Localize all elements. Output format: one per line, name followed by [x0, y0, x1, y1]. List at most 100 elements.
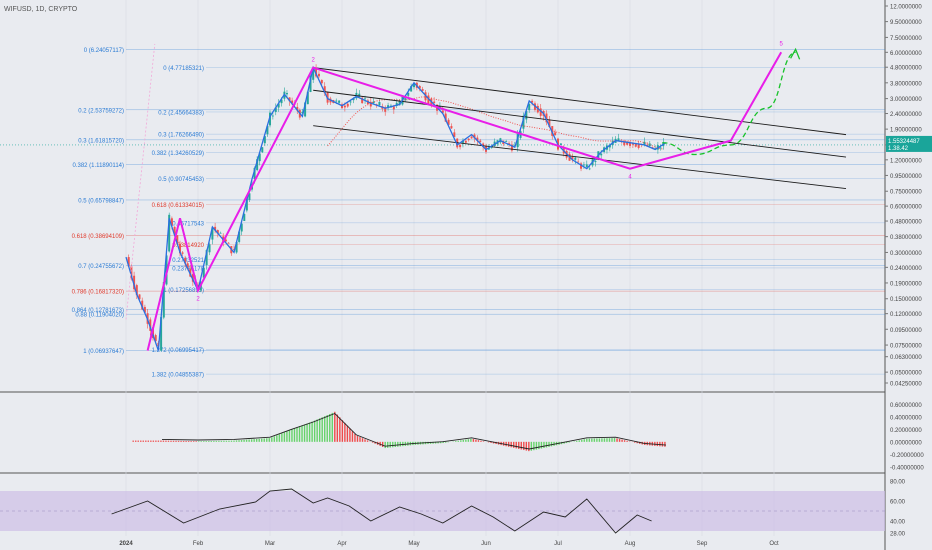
candle-body — [459, 144, 462, 148]
candle-body — [243, 213, 246, 221]
candle-body — [608, 144, 611, 148]
candle-body — [233, 249, 235, 251]
fib-extension-label: 0.5 (0.90745453) — [158, 177, 204, 183]
candle-body — [323, 86, 326, 94]
candle-body — [637, 143, 640, 148]
candle-body — [261, 147, 264, 153]
candle-body — [256, 159, 259, 171]
candle-body — [179, 243, 181, 254]
candle-body — [623, 141, 626, 146]
candle-body — [384, 107, 387, 112]
candle-body — [168, 214, 171, 252]
price-tick-label: 2.40000000 — [890, 112, 922, 118]
candle-body — [191, 274, 194, 282]
candle-body — [214, 226, 217, 231]
candle-body — [659, 147, 662, 149]
channel-line — [313, 125, 847, 190]
fib-extension-label: 0 (4.77185321) — [163, 66, 204, 72]
candle-body — [266, 125, 269, 135]
price-tick-label: 0.19000000 — [890, 281, 922, 287]
fib-extension-label: 0.618 (0.61334015) — [152, 203, 204, 209]
price-tick-label: 7.50000000 — [890, 36, 922, 42]
candle-body — [138, 294, 141, 300]
fib-extension-label: 1.382 (0.04855387) — [152, 373, 204, 379]
candle-body — [296, 106, 299, 111]
candle-body — [358, 93, 361, 97]
candle-body — [361, 97, 364, 104]
rsi-axis-label: 28.00 — [890, 532, 906, 538]
price-tick-label: 0.15000000 — [890, 297, 922, 303]
candle-body — [528, 104, 531, 111]
candle-body — [248, 193, 251, 201]
price-tick-label: 3.80000000 — [890, 81, 922, 87]
macd-axis-label: 0.60000000 — [890, 403, 922, 409]
candle-body — [320, 80, 323, 84]
candle-body — [352, 98, 355, 101]
candle-body — [269, 112, 271, 126]
candle-body — [291, 100, 294, 104]
candle-body — [173, 226, 176, 234]
candle-body — [453, 132, 456, 137]
price-tick-label: 0.04250000 — [890, 382, 922, 388]
candle-body — [444, 113, 447, 122]
candle-body — [346, 103, 349, 107]
candle-body — [482, 143, 485, 147]
candle-body — [245, 198, 248, 211]
candle-body — [525, 110, 528, 120]
candle-body — [343, 105, 346, 108]
candle-body — [306, 91, 309, 105]
price-tick-label: 4.80000000 — [890, 66, 922, 72]
candle-body — [545, 113, 548, 123]
price-tick-label: 0.12000000 — [890, 312, 922, 318]
candle-body — [170, 218, 173, 226]
candle-body — [205, 250, 208, 265]
candle-body — [338, 100, 341, 103]
fib-extension-label: 0.27032521 — [172, 258, 204, 264]
price-tick-label: 0.05000000 — [890, 371, 922, 377]
candle-body — [464, 140, 467, 143]
macd-axis-label: 0.00000000 — [890, 440, 922, 446]
price-tick-label: 0.07500000 — [890, 344, 922, 350]
elliott-wave-line — [146, 51, 783, 351]
candle-body — [238, 231, 241, 242]
price-tick-label: 1.20000000 — [890, 158, 922, 164]
candle-body — [216, 230, 219, 234]
candle-body — [574, 157, 577, 160]
candle-body — [211, 227, 214, 240]
candle-body — [634, 143, 637, 147]
candle-body — [208, 244, 211, 253]
candle-body — [130, 266, 133, 279]
candle-body — [450, 126, 453, 129]
fib-extension-label: 0.3 (1.76266490) — [158, 133, 204, 139]
candle-body — [392, 106, 395, 110]
candle-body — [505, 141, 508, 142]
forecast-arrow-head — [790, 47, 801, 60]
candle-body — [224, 239, 227, 242]
fib-extension-label: 0.382 (1.34260529) — [152, 151, 204, 157]
candle-body — [369, 101, 372, 107]
fib-level-label: 0 (6.24057117) — [84, 48, 124, 54]
channel-line — [313, 67, 847, 136]
candle-body — [154, 335, 157, 342]
current-price-value: 1.55324487 — [888, 139, 920, 145]
candle-body — [470, 136, 473, 139]
candle-body — [253, 167, 256, 180]
moving-average-line — [327, 96, 664, 150]
candle-body — [461, 140, 464, 143]
candle-body — [184, 257, 187, 264]
price-tick-label: 0.06300000 — [890, 355, 922, 361]
candle-body — [135, 285, 138, 296]
rsi-axis-label: 60.00 — [890, 500, 906, 506]
candle-body — [235, 242, 238, 253]
candle-body — [594, 161, 597, 163]
candle-body — [277, 103, 280, 108]
candle-body — [588, 168, 591, 170]
price-tick-label: 0.24000000 — [890, 266, 922, 272]
symbol-label[interactable]: WIFUSD, 1D, CRYPTO — [4, 6, 78, 13]
candle-body — [582, 164, 585, 166]
candle-body — [548, 119, 551, 128]
price-tick-label: 0.38000000 — [890, 235, 922, 241]
candle-body — [317, 73, 320, 77]
candle-body — [476, 137, 479, 141]
